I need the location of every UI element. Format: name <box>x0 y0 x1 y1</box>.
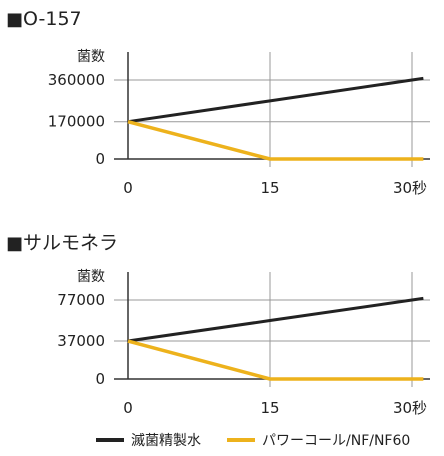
series-line-powercall <box>127 339 424 381</box>
chart-salmonella: 菌数 0 37000 77000 0 15 30秒 <box>57 269 430 417</box>
x-tick-label: 0 <box>123 179 133 197</box>
legend-item-powercall: パワーコール/NF/NF60 <box>227 430 410 450</box>
x-tick-label: 0 <box>123 399 133 417</box>
y-tick-label: 0 <box>95 150 105 168</box>
legend-swatch-water <box>96 438 124 442</box>
y-tick-label: 37000 <box>57 332 105 350</box>
x-tick-label: 30秒 <box>393 179 427 197</box>
y-tick-label: 77000 <box>57 291 105 309</box>
x-tick-label: 30秒 <box>393 399 427 417</box>
x-tick-label: 15 <box>260 179 279 197</box>
legend-label-powercall: パワーコール/NF/NF60 <box>262 433 411 449</box>
chart-2-title-text: サルモネラ <box>23 232 119 254</box>
chart-1-title: ■O-157 <box>6 8 82 30</box>
x-tick-label: 15 <box>260 399 279 417</box>
chart-o157: 菌数 0 170000 360000 0 15 30秒 <box>48 49 430 197</box>
chart-1-title-text: O-157 <box>23 8 82 30</box>
y-tick-label: 170000 <box>48 113 105 131</box>
legend: 滅菌精製水 パワーコール/NF/NF60 <box>0 430 444 452</box>
chart-2-title: ■サルモネラ <box>6 228 118 255</box>
y-axis-label: 菌数 <box>77 49 105 65</box>
square-icon: ■ <box>6 9 24 30</box>
legend-label-water: 滅菌精製水 <box>131 433 201 449</box>
y-tick-label: 0 <box>95 370 105 388</box>
series-line-water <box>127 76 424 124</box>
y-tick-label: 360000 <box>48 71 105 89</box>
legend-swatch-powercall <box>227 438 255 442</box>
series-line-powercall <box>127 120 424 161</box>
series-line-water <box>127 296 424 343</box>
y-axis-label: 菌数 <box>77 269 105 285</box>
square-icon: ■ <box>6 233 24 254</box>
legend-item-water: 滅菌精製水 <box>96 430 201 450</box>
